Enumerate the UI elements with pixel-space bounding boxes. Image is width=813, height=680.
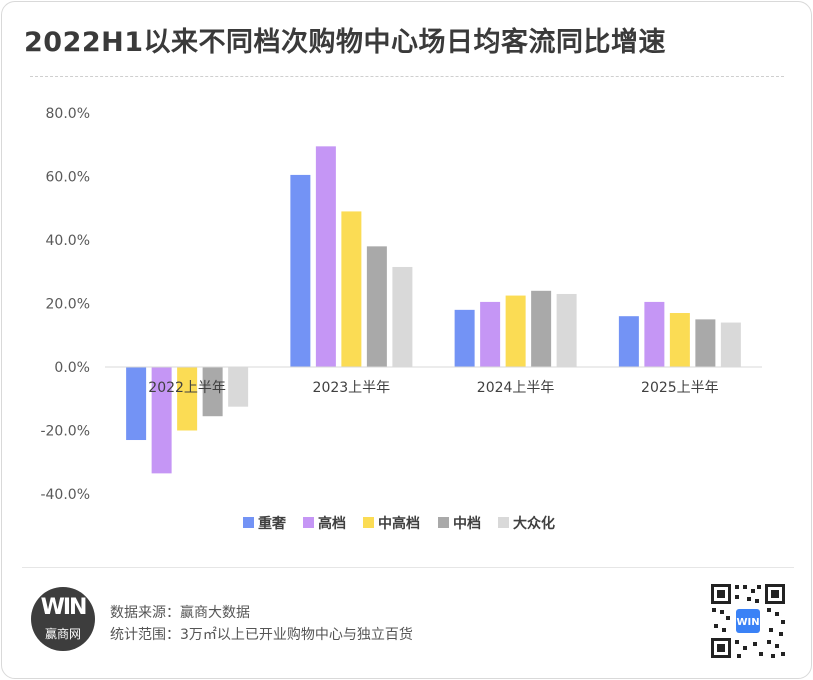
data-scope: 统计范围：3万㎡以上已开业购物中心与独立百货 (110, 627, 413, 643)
legend-label: 高档 (318, 515, 346, 532)
bar (290, 174, 311, 367)
legend-label: 大众化 (513, 515, 555, 532)
x-tick-label: 2025上半年 (641, 380, 719, 396)
winshang-logo: WIN 赢商网 (31, 587, 95, 651)
bar (177, 367, 198, 431)
bar (531, 290, 552, 367)
x-tick-label: 2022上半年 (148, 380, 226, 396)
qr-code-icon: WIN (709, 582, 787, 660)
legend-swatch (438, 517, 449, 528)
bar (366, 246, 387, 367)
y-tick-label: 0.0% (54, 360, 90, 376)
bar (556, 293, 577, 367)
bar (669, 313, 690, 367)
bar (392, 266, 413, 367)
bar (454, 309, 475, 367)
chart-title: 2022H1以来不同档次购物中心场日均客流同比增速 (24, 27, 667, 58)
y-tick-label: 20.0% (46, 297, 90, 313)
legend-label: 中档 (453, 515, 481, 532)
y-tick-label: 80.0% (46, 106, 90, 122)
y-tick-label: -40.0% (40, 487, 90, 503)
y-tick-label: 40.0% (46, 233, 90, 249)
y-tick-label: -20.0% (40, 424, 90, 440)
bar (126, 367, 147, 441)
bar (341, 211, 362, 367)
bar (505, 295, 526, 367)
bar (151, 367, 172, 474)
footer-divider (22, 567, 794, 568)
bar (695, 319, 716, 367)
svg-text:WIN: WIN (736, 617, 759, 628)
bar (315, 146, 336, 367)
x-tick-label: 2024上半年 (477, 380, 555, 396)
x-tick-label: 2023上半年 (313, 380, 391, 396)
bar (480, 301, 501, 367)
legend-swatch (303, 517, 314, 528)
bar (720, 322, 741, 367)
logo-text: 赢商网 (44, 627, 81, 641)
legend-swatch (243, 517, 254, 528)
bar (228, 367, 249, 407)
y-tick-label: 60.0% (46, 170, 90, 186)
legend-label: 中高档 (378, 515, 420, 532)
bar-chart: 80.0% 60.0% 40.0% 20.0% 0.0% -20.0% -40.0% 2022… (40, 106, 762, 532)
bar (202, 367, 223, 417)
bar (618, 316, 639, 367)
bar (644, 301, 665, 367)
logo-mark: WIN (40, 595, 88, 620)
title-divider (30, 76, 784, 77)
data-source: 数据来源：赢商大数据 (110, 605, 250, 621)
legend-swatch (498, 517, 509, 528)
legend-label: 重奢 (258, 515, 287, 532)
legend-swatch (363, 517, 374, 528)
